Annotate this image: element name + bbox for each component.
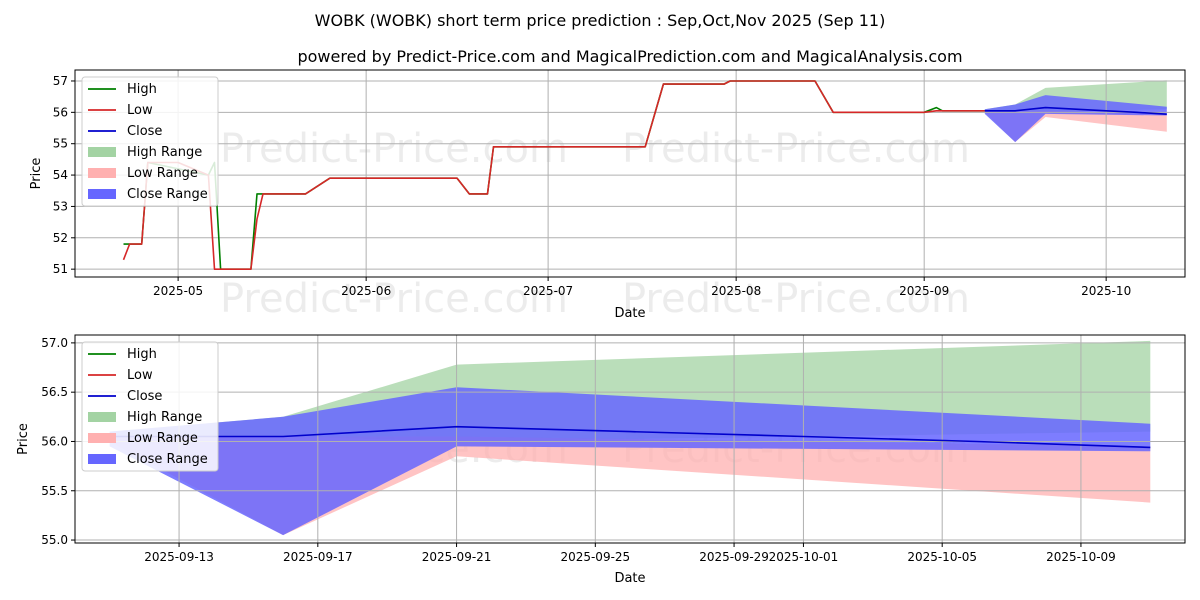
x-tick-label: 2025-05 bbox=[153, 284, 203, 298]
x-tick-label: 2025-09-13 bbox=[144, 550, 214, 564]
y-tick-label: 57 bbox=[53, 74, 68, 88]
legend-entry-low-range: Low Range bbox=[127, 166, 198, 181]
x-tick-label: 2025-09-25 bbox=[560, 550, 630, 564]
y-tick-label: 56 bbox=[53, 105, 68, 119]
x-tick-label: 2025-10 bbox=[1081, 284, 1131, 298]
y-tick-label: 52 bbox=[53, 231, 68, 245]
legend-entry-low: Low bbox=[127, 368, 153, 383]
y-tick-label: 51 bbox=[53, 262, 68, 276]
x-tick-label: 2025-06 bbox=[341, 284, 391, 298]
x-tick-label: 2025-09-29 bbox=[699, 550, 769, 564]
x-tick-label: 2025-09 bbox=[899, 284, 949, 298]
plot-frame bbox=[74, 69, 1186, 278]
y-tick-label: 55.5 bbox=[41, 484, 68, 498]
x-tick-label: 2025-10-09 bbox=[1046, 550, 1116, 564]
legend-entry-low: Low bbox=[127, 103, 153, 118]
bottom-panel: Predict-Price.comPredict-Price.com2025-0… bbox=[16, 334, 1186, 586]
x-tick-label: 2025-10-01 bbox=[769, 550, 839, 564]
y-tick-label: 54 bbox=[53, 168, 68, 182]
close-range-band bbox=[109, 387, 1151, 536]
legend-entry-high-range: High Range bbox=[127, 145, 202, 160]
legend-swatch-high-range bbox=[88, 147, 116, 157]
legend: High Low Close High Range Low Range Close Ran… bbox=[81, 341, 219, 472]
legend: High Low Close High Range Low Range Close Ran… bbox=[81, 76, 219, 207]
legend-entry-close-range: Close Range bbox=[127, 452, 208, 467]
close-range-band bbox=[984, 95, 1167, 143]
y-tick-label: 53 bbox=[53, 199, 68, 213]
y-tick-label: 56.0 bbox=[41, 434, 68, 448]
watermark: Predict-Price.com bbox=[220, 276, 568, 322]
legend-entry-low-range: Low Range bbox=[127, 431, 198, 446]
legend-entry-high-range: High Range bbox=[127, 410, 202, 425]
legend-swatch-low-range bbox=[88, 168, 116, 178]
legend-entry-close-range: Close Range bbox=[127, 187, 208, 202]
x-tick-label: 2025-09-21 bbox=[422, 550, 492, 564]
x-tick-label: 2025-10-05 bbox=[907, 550, 977, 564]
x-axis-label: Date bbox=[614, 306, 645, 321]
legend-entry-close: Close bbox=[127, 389, 162, 404]
chart-subtitle: powered by Predict-Price.com and Magical… bbox=[297, 47, 962, 66]
chart-title: WOBK (WOBK) short term price prediction … bbox=[315, 11, 886, 30]
y-tick-label: 57.0 bbox=[41, 336, 68, 350]
close-series-line bbox=[984, 106, 1167, 115]
watermark: Predict-Price.com bbox=[220, 126, 568, 172]
legend-entry-high: High bbox=[127, 82, 157, 97]
x-axis-label: Date bbox=[614, 571, 645, 586]
legend-entry-close: Close bbox=[127, 124, 162, 139]
y-tick-label: 56.5 bbox=[41, 385, 68, 399]
y-axis-label: Price bbox=[29, 158, 44, 190]
plot-frame bbox=[74, 334, 1186, 544]
y-tick-label: 55 bbox=[53, 137, 68, 151]
x-tick-label: 2025-08 bbox=[711, 284, 761, 298]
legend-swatch-close-range bbox=[88, 454, 116, 464]
legend-swatch-low-range bbox=[88, 433, 116, 443]
legend-entry-high: High bbox=[127, 347, 157, 362]
x-tick-label: 2025-07 bbox=[523, 284, 573, 298]
top-panel: Predict-Price.com Predict-Price.com Predic… bbox=[29, 69, 1186, 322]
legend-swatch-close-range bbox=[88, 189, 116, 199]
watermark: Predict-Price.com bbox=[622, 276, 970, 322]
close-series-line bbox=[109, 425, 1151, 449]
y-axis-label: Price bbox=[16, 423, 31, 455]
y-tick-label: 55.0 bbox=[41, 533, 68, 547]
x-tick-label: 2025-09-17 bbox=[283, 550, 353, 564]
legend-swatch-high-range bbox=[88, 412, 116, 422]
watermark: Predict-Price.com bbox=[622, 126, 970, 172]
